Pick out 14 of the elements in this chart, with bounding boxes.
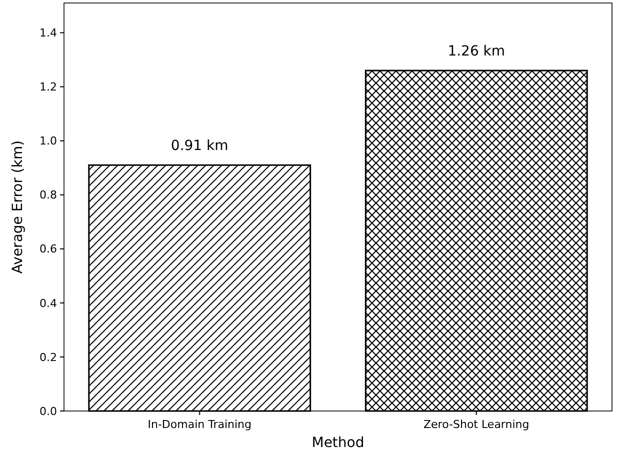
data-label: 0.91 km — [170, 138, 228, 154]
y-tick-label: 0.8 — [40, 188, 57, 202]
data-label: 1.26 km — [448, 44, 506, 60]
x-tick-label: In-Domain Training — [148, 418, 252, 431]
y-tick-label: 1.0 — [40, 134, 57, 148]
y-tick-label: 1.2 — [40, 80, 57, 94]
y-tick-label: 1.4 — [40, 26, 57, 40]
y-tick-label: 0.0 — [40, 404, 57, 418]
y-tick-label: 0.2 — [40, 350, 57, 364]
x-axis-title: Method — [312, 435, 364, 451]
y-tick-label: 0.6 — [40, 242, 57, 256]
y-tick-label: 0.4 — [40, 296, 57, 310]
y-axis-title: Average Error (km) — [10, 140, 26, 274]
x-tick-label: Zero-Shot Learning — [424, 418, 530, 431]
